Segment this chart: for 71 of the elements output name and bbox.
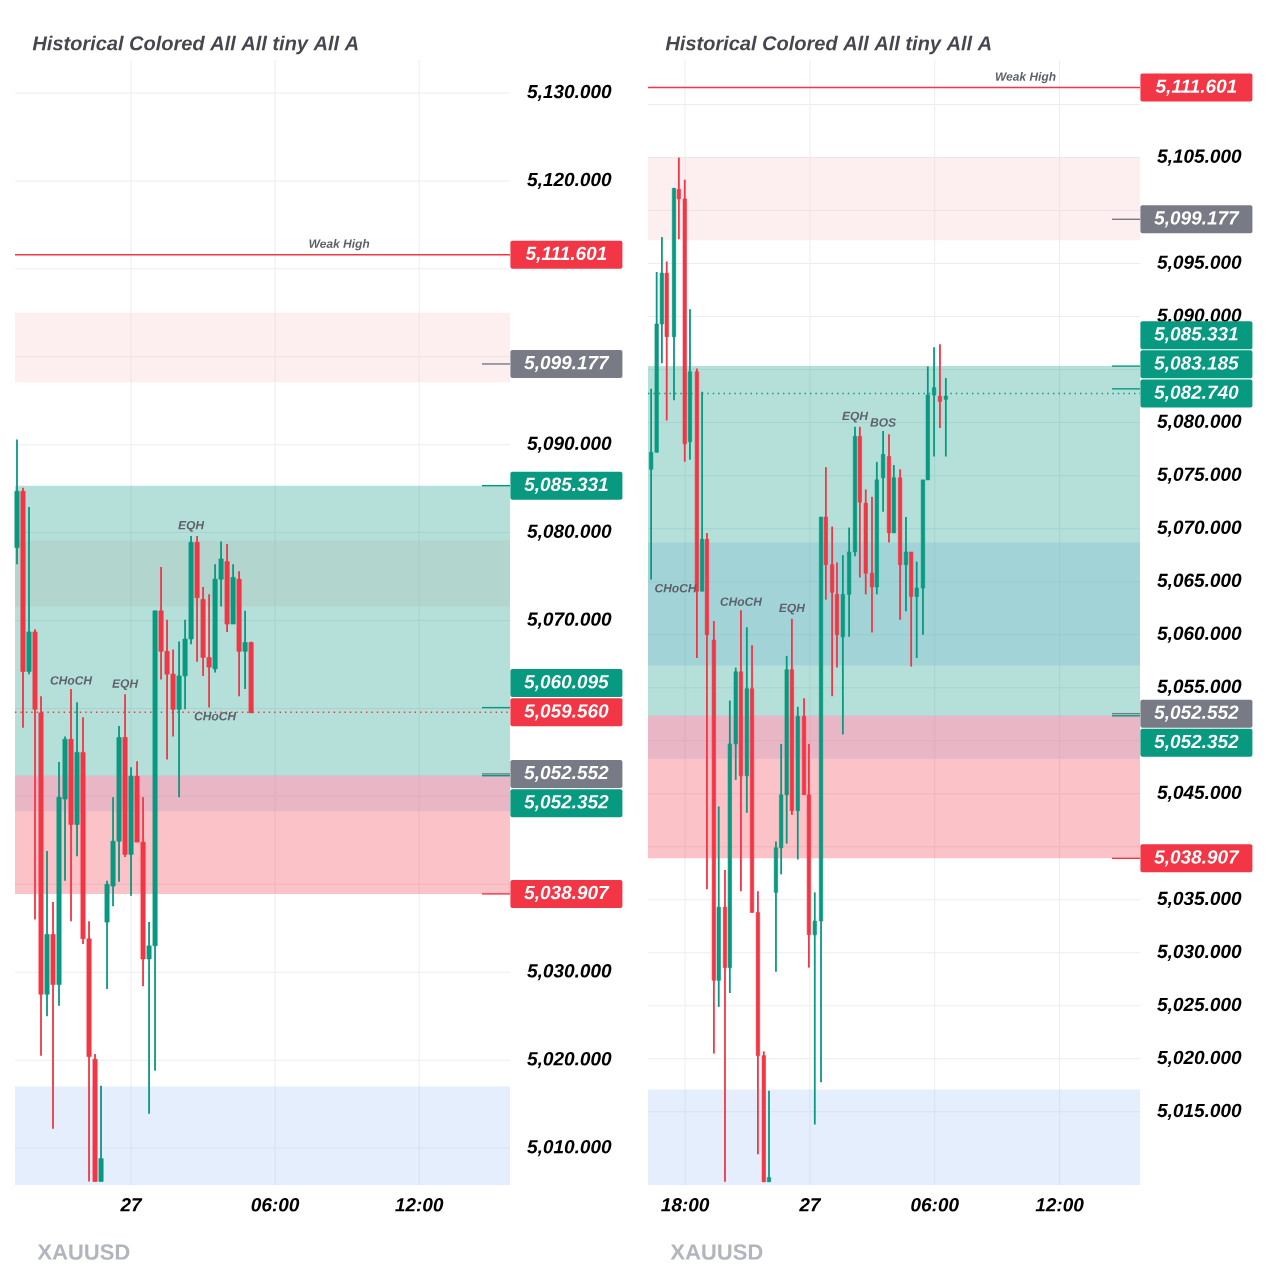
ref-line-label: 5,038.907 [1154, 850, 1240, 867]
y-tick-label: 5,070.000 [1157, 520, 1242, 537]
annotation: BOS [870, 418, 896, 427]
ref-line-label: 5,059.560 [524, 704, 609, 721]
y-tick-label: 5,010.000 [527, 1139, 612, 1157]
y-tick-label: 5,045.000 [1157, 785, 1242, 802]
ref-line-label: 5,060.095 [524, 675, 609, 692]
x-tick-label: 06:00 [251, 1198, 300, 1212]
candlestick [914, 560, 919, 659]
candlestick [943, 377, 948, 458]
y-tick-label: 5,090.000 [527, 436, 612, 453]
candlestick [881, 430, 886, 513]
y-tick-label: 5,015.000 [1157, 1103, 1242, 1120]
y-tick-label: 5,025.000 [1157, 997, 1242, 1014]
y-tick-label: 5,060.000 [1157, 626, 1242, 643]
annotation: CHoCH [50, 676, 93, 685]
y-tick-label: 5,080.000 [1157, 414, 1242, 431]
y-tick-label: 5,120.000 [527, 172, 612, 189]
candlestick [903, 516, 909, 613]
x-tick-label: 27 [799, 1198, 822, 1212]
y-tick-label: 5,090.000 [1157, 308, 1242, 325]
annotation: Weak High [309, 239, 370, 251]
ref-line-label: 5,099.177 [524, 355, 610, 373]
candlestick [869, 495, 875, 634]
x-tick-label: 12:00 [395, 1198, 444, 1212]
annotation: EQH [112, 679, 139, 690]
text: XAUUSD [37, 1244, 130, 1260]
ref-line-label: 5,052.552 [524, 765, 609, 783]
candlestick [937, 343, 942, 429]
x-tick-label: 12:00 [1035, 1198, 1084, 1212]
annotation: EQH [779, 603, 806, 615]
x-tick-label: 06:00 [911, 1198, 959, 1212]
y-tick-label: 5,020.000 [1157, 1050, 1242, 1067]
y-tick-label: 5,095.000 [1157, 255, 1242, 272]
annotation: CHoCH [720, 597, 763, 606]
text: XAUUSD [670, 1244, 763, 1260]
annotation: EQH [842, 411, 869, 423]
ref-line-label: 5,052.352 [1154, 734, 1239, 751]
ref-line-label: 5,082.740 [1154, 385, 1239, 402]
y-tick-label: 5,130.000 [527, 84, 612, 102]
y-tick-label: 5,020.000 [527, 1052, 612, 1069]
x-tick-label: 27 [120, 1198, 143, 1212]
ref-line-label: 5,052.552 [1154, 705, 1239, 722]
y-tick-label: 5,080.000 [527, 524, 612, 541]
y-tick-label: 5,105.000 [1157, 149, 1242, 166]
y-tick-label: 5,055.000 [1157, 679, 1242, 696]
candlestick [812, 891, 817, 1126]
ref-line-label: 5,038.907 [524, 885, 610, 903]
annotation: Weak High [995, 71, 1056, 84]
x-tick-label: 18:00 [661, 1198, 710, 1212]
candlestick [98, 1084, 104, 1183]
ref-line-label: 5,052.352 [524, 795, 609, 812]
y-tick-label: 5,075.000 [1157, 467, 1242, 484]
y-tick-label: 5,030.000 [1157, 944, 1242, 961]
chart-title: Historical Colored All All tiny All A [32, 35, 358, 55]
y-tick-label: 5,065.000 [1157, 573, 1242, 590]
y-tick-label: 5,035.000 [1157, 891, 1242, 908]
chart-title: Historical Colored All All tiny All A [665, 35, 991, 55]
ref-line-label: 5,083.185 [1154, 356, 1239, 373]
y-tick-label: 5,070.000 [527, 612, 612, 629]
ref-line-label: 5,111.601 [525, 246, 607, 263]
candlestick [242, 609, 248, 690]
annotation: CHoCH [194, 711, 237, 721]
y-tick-label: 5,030.000 [527, 964, 612, 981]
ref-line-label: 5,111.601 [1155, 79, 1237, 96]
candlestick [932, 346, 937, 458]
candlestick [766, 1089, 772, 1183]
annotation: EQH [178, 520, 205, 532]
ref-line-label: 5,085.331 [1154, 327, 1238, 344]
ref-line-label: 5,085.331 [524, 477, 608, 494]
ref-line-label: 5,099.177 [1154, 211, 1240, 228]
